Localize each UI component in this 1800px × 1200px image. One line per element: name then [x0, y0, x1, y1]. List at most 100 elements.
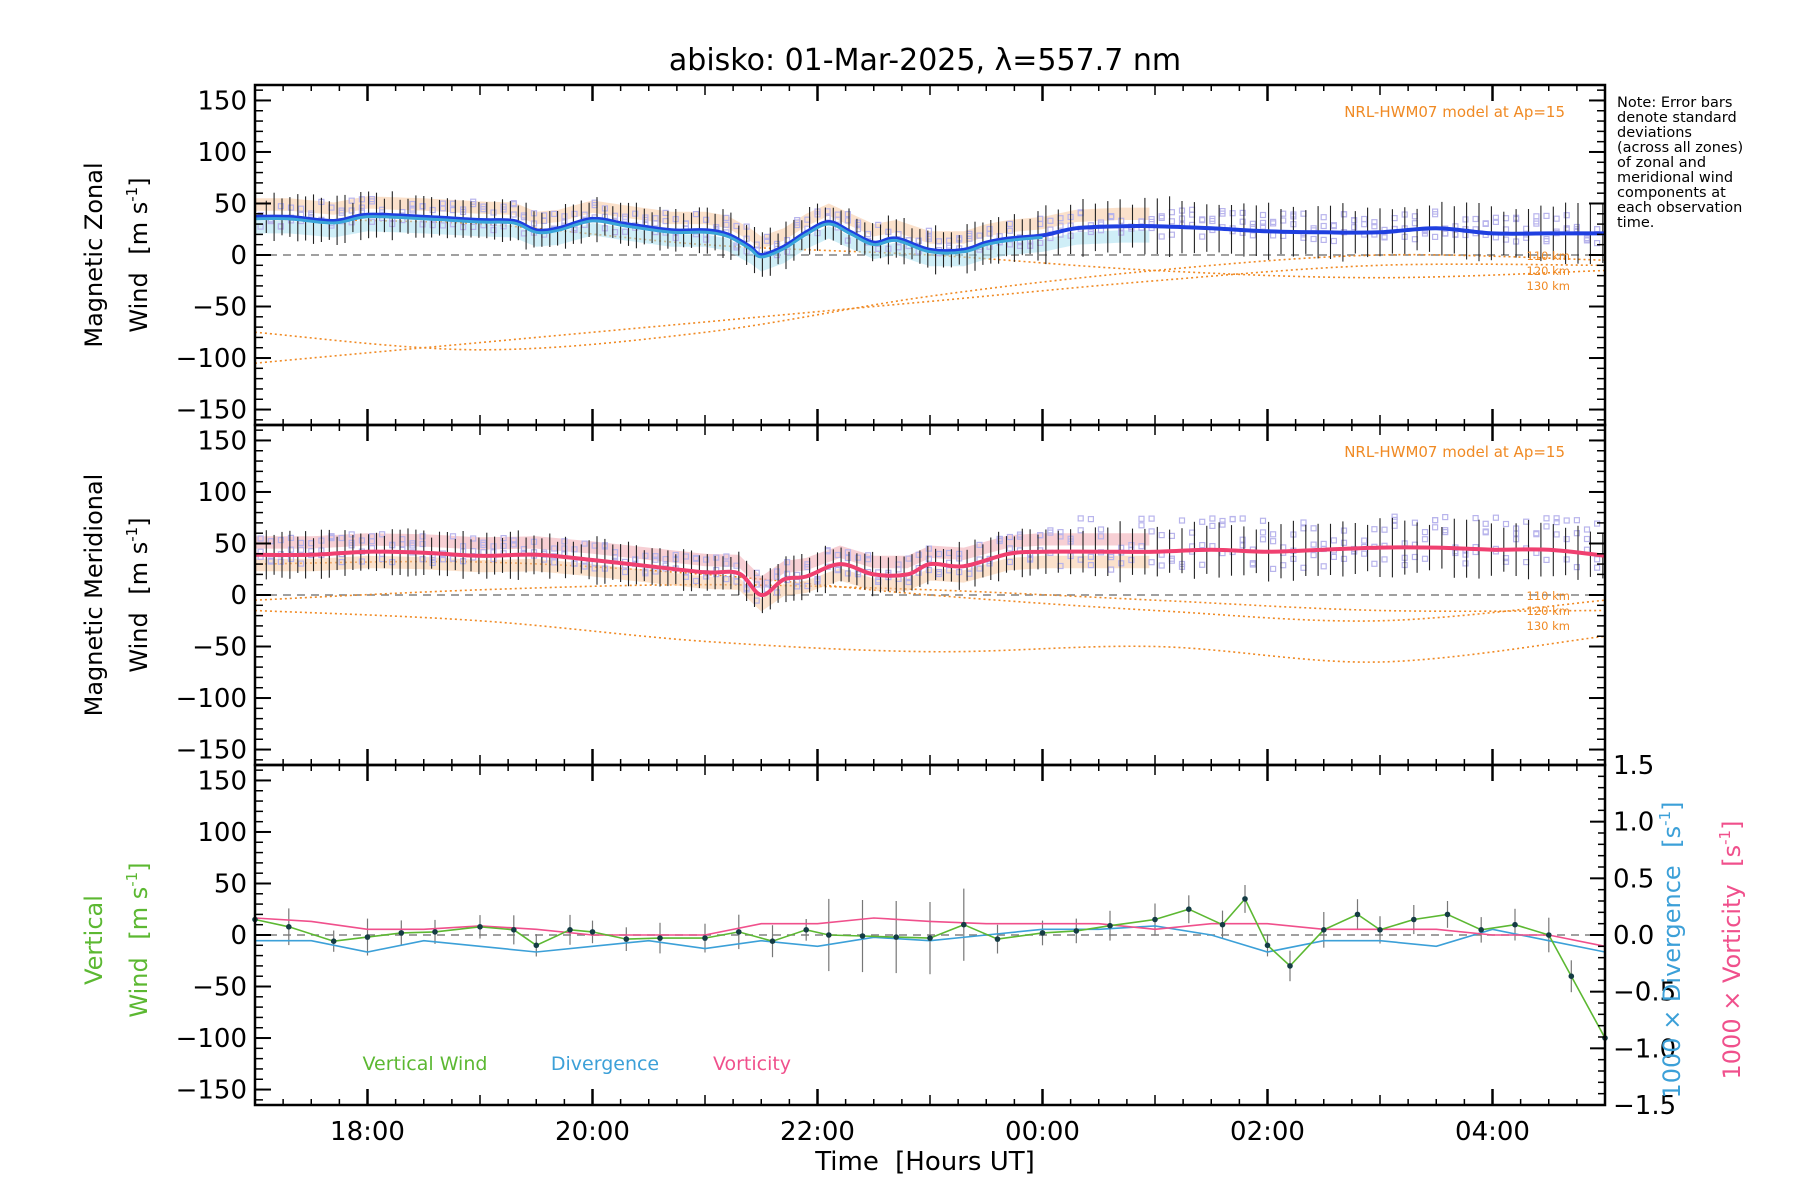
- scatter-point: [1472, 514, 1479, 522]
- vertical-point: [1219, 921, 1226, 928]
- scatter-point: [652, 220, 659, 227]
- scatter-point: [1320, 563, 1327, 570]
- scatter-point: [723, 221, 730, 228]
- scatter-point: [834, 551, 841, 559]
- scatter-point: [1259, 219, 1267, 226]
- y-tick-label: 100: [197, 478, 247, 508]
- scatter-point: [1482, 520, 1489, 527]
- scatter-point: [1158, 233, 1165, 240]
- scatter-point: [1452, 231, 1459, 238]
- scatter-point: [348, 197, 355, 204]
- scatter-point: [1239, 542, 1246, 549]
- scatter-point: [1209, 522, 1216, 530]
- scatter-point: [277, 536, 284, 544]
- scatter-point: [1047, 529, 1054, 536]
- scatter-point: [723, 553, 730, 560]
- scatter-point: [1533, 531, 1540, 538]
- scatter-point: [864, 230, 872, 238]
- scatter-point: [581, 563, 588, 570]
- scatter-point: [1199, 561, 1206, 568]
- scatter-point: [581, 211, 588, 218]
- note-line-1: denote standard: [1617, 110, 1737, 126]
- xaxis-label-units: [Hours UT]: [895, 1147, 1035, 1177]
- vertical-point: [1354, 911, 1361, 918]
- scatter-point: [298, 560, 305, 567]
- zonal-ylabel-line2: Wind: [125, 272, 153, 332]
- scatter-point: [723, 214, 730, 221]
- divergence-label-close: ]: [1658, 801, 1686, 810]
- scatter-point: [935, 570, 943, 578]
- scatter-point: [783, 559, 791, 566]
- scatter-point: [277, 203, 284, 210]
- scatter-point: [287, 204, 295, 211]
- y-tick-label: −100: [176, 684, 247, 714]
- zonal-ylabel-2: Wind [m s-1]: [123, 177, 153, 332]
- meridional-ylabel-units: [m s: [125, 542, 153, 595]
- scatter-point: [510, 211, 517, 218]
- vertical-point: [330, 938, 337, 944]
- y-tick-label: 50: [214, 189, 247, 219]
- vorticity-label: 1000 × Vorticity [s-1]: [1716, 821, 1746, 1080]
- scatter-point: [844, 570, 852, 577]
- meridional-ylabel-2: Wind [m s-1]: [123, 517, 153, 672]
- scatter-point: [1118, 229, 1125, 236]
- scatter-point: [1361, 537, 1368, 544]
- scatter-point: [267, 557, 274, 564]
- scatter-point: [854, 554, 862, 561]
- scatter-point: [1087, 553, 1095, 560]
- scatter-point: [1573, 530, 1581, 537]
- scatter-point: [794, 219, 801, 226]
- scatter-point: [1573, 563, 1581, 571]
- vertical-ylabel-line2-group: Wind [m s-1]: [123, 862, 153, 1017]
- scatter-point: [996, 537, 1003, 545]
- scatter-point: [338, 558, 345, 566]
- scatter-point: [1310, 235, 1317, 243]
- scatter-point: [368, 198, 376, 205]
- zonal-ylabel-close: ]: [125, 177, 153, 186]
- zonal-ylabel-line1: Magnetic Zonal: [80, 162, 108, 347]
- scatter-point: [1158, 213, 1165, 220]
- scatter-point: [632, 556, 639, 564]
- scatter-point: [1553, 531, 1560, 538]
- scatter-point: [470, 535, 477, 542]
- scatter-point: [1371, 526, 1378, 533]
- scatter-point: [338, 534, 345, 542]
- vertical-point: [1546, 932, 1552, 938]
- scatter-point: [429, 222, 436, 229]
- scatter-point: [1269, 220, 1277, 227]
- scatter-point: [1320, 214, 1327, 221]
- vorticity-label-group: 1000 × Vorticity [s-1]: [1716, 821, 1746, 1080]
- scatter-point: [419, 221, 426, 228]
- scatter-point: [642, 552, 649, 559]
- scatter-point: [1269, 565, 1277, 573]
- series-zonal: [254, 212, 1605, 258]
- scatter-point: [419, 556, 426, 563]
- scatter-point: [1340, 211, 1348, 218]
- scatter-point: [1077, 515, 1084, 522]
- scatter-point: [551, 210, 558, 217]
- vertical-point: [623, 936, 630, 942]
- scatter-point: [1462, 560, 1469, 567]
- scatter-point: [1583, 535, 1591, 543]
- panel-vertical: Vertical Wind Divergence Vorticity 1.5 1.0 0.…: [176, 751, 1677, 1147]
- model-km-label: 110 km: [1527, 249, 1570, 263]
- note-line-7: each observation: [1617, 200, 1742, 216]
- x-tick-label: 04:00: [1455, 1117, 1530, 1147]
- scatter-point: [1583, 235, 1591, 242]
- y-tick-label: −50: [192, 973, 247, 1003]
- vertical-point: [1152, 916, 1158, 923]
- scatter-point: [439, 556, 446, 563]
- scatter-point: [1138, 543, 1145, 550]
- divergence-label-units: [s: [1658, 826, 1686, 848]
- right-tick-label: 0.5: [1613, 864, 1654, 894]
- scatter-point: [419, 540, 426, 548]
- scatter-point: [864, 552, 872, 559]
- scatter-point: [348, 542, 355, 549]
- scatter-point: [713, 554, 720, 561]
- y-tick-label: 50: [214, 529, 247, 559]
- scatter-point: [1543, 556, 1550, 564]
- vertical-point: [826, 932, 832, 938]
- vertical-point: [769, 938, 776, 944]
- scatter-point: [1543, 515, 1550, 522]
